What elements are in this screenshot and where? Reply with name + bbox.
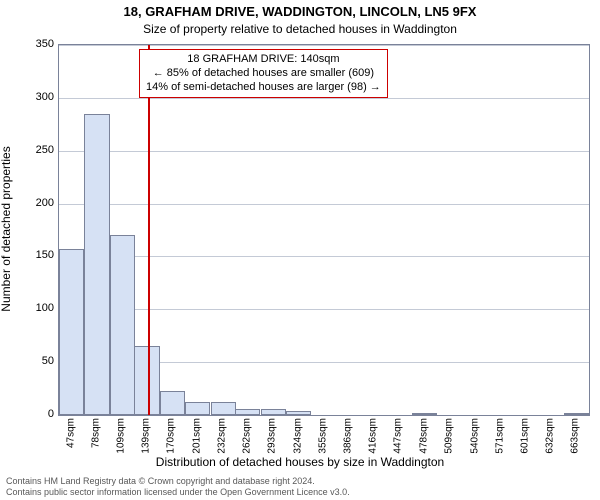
- x-tick-label: 324sqm: [292, 418, 303, 454]
- histogram-bar: [261, 409, 286, 415]
- x-tick-label: 632sqm: [544, 418, 555, 454]
- y-tick-label: 300: [14, 91, 54, 103]
- y-tick-label: 350: [14, 38, 54, 50]
- y-tick-label: 0: [14, 408, 54, 420]
- marker-line: [148, 45, 150, 415]
- x-tick-label: 139sqm: [141, 418, 152, 454]
- y-tick-label: 150: [14, 249, 54, 261]
- x-tick-label: 540sqm: [469, 418, 480, 454]
- y-tick-label: 100: [14, 302, 54, 314]
- histogram-bar: [160, 391, 185, 415]
- annotation-line: 18 GRAFHAM DRIVE: 140sqm: [146, 53, 381, 67]
- annotation-line: 14% of semi-detached houses are larger (…: [146, 81, 381, 95]
- y-tick-label: 200: [14, 197, 54, 209]
- x-tick-label: 109sqm: [116, 418, 127, 454]
- x-tick-label: 355sqm: [318, 418, 329, 454]
- histogram-bar: [110, 235, 135, 415]
- histogram-bar: [185, 402, 210, 415]
- histogram-bar: [564, 413, 589, 415]
- histogram-bar: [235, 409, 260, 415]
- histogram-bar: [211, 402, 236, 415]
- chart-container: 18, GRAFHAM DRIVE, WADDINGTON, LINCOLN, …: [0, 0, 600, 500]
- x-tick-label: 78sqm: [91, 418, 102, 448]
- histogram-bar: [286, 411, 311, 415]
- y-tick-label: 250: [14, 144, 54, 156]
- x-tick-label: 478sqm: [418, 418, 429, 454]
- x-tick-label: 293sqm: [267, 418, 278, 454]
- y-axis-label: Number of detached properties: [0, 64, 13, 229]
- x-tick-label: 416sqm: [367, 418, 378, 454]
- plot-area: 18 GRAFHAM DRIVE: 140sqm← 85% of detache…: [58, 44, 590, 416]
- chart-subtitle: Size of property relative to detached ho…: [0, 22, 600, 36]
- x-tick-label: 262sqm: [241, 418, 252, 454]
- x-tick-label: 601sqm: [519, 418, 530, 454]
- footer-line-2: Contains public sector information licen…: [6, 487, 594, 498]
- chart-title: 18, GRAFHAM DRIVE, WADDINGTON, LINCOLN, …: [0, 4, 600, 19]
- x-tick-label: 386sqm: [343, 418, 354, 454]
- y-tick-label: 50: [14, 355, 54, 367]
- histogram-bar: [59, 249, 84, 415]
- x-tick-label: 170sqm: [166, 418, 177, 454]
- annotation-line: ← 85% of detached houses are smaller (60…: [146, 67, 381, 81]
- x-tick-label: 232sqm: [217, 418, 228, 454]
- footer-text: Contains HM Land Registry data © Crown c…: [6, 476, 594, 498]
- histogram-bar: [412, 413, 437, 415]
- x-tick-label: 447sqm: [393, 418, 404, 454]
- x-tick-label: 663sqm: [570, 418, 581, 454]
- footer-line-1: Contains HM Land Registry data © Crown c…: [6, 476, 594, 487]
- histogram-bar: [84, 114, 109, 415]
- x-axis-label: Distribution of detached houses by size …: [0, 455, 600, 469]
- x-tick-label: 47sqm: [65, 418, 76, 448]
- x-tick-label: 201sqm: [191, 418, 202, 454]
- x-tick-label: 571sqm: [494, 418, 505, 454]
- x-tick-label: 509sqm: [444, 418, 455, 454]
- annotation-box: 18 GRAFHAM DRIVE: 140sqm← 85% of detache…: [139, 49, 388, 98]
